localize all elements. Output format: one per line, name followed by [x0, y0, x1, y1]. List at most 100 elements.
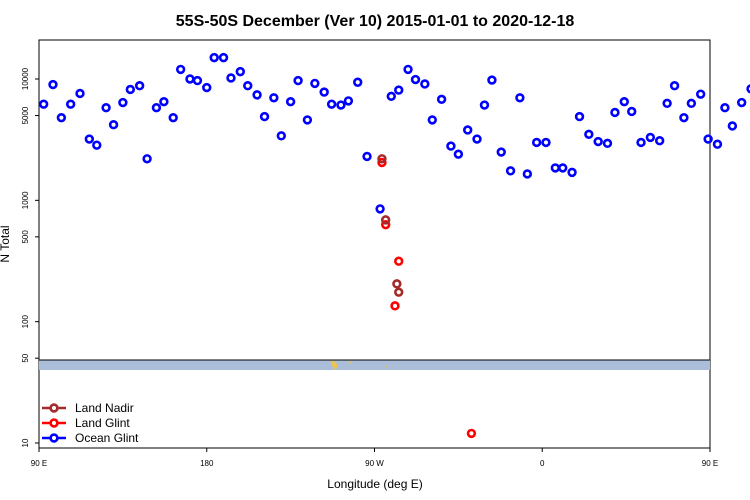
ocean-glint-point — [505, 166, 516, 176]
map-strip-land — [330, 360, 388, 370]
ocean-glint-point — [574, 111, 585, 122]
ocean-glint-point — [712, 139, 723, 149]
y-tick: 500 — [21, 230, 39, 244]
ocean-glint-point — [679, 112, 689, 123]
y-axis-label: N Total — [0, 225, 12, 262]
ocean-glint-point — [125, 84, 136, 95]
ocean-glint-point — [386, 91, 396, 102]
ocean-glint-point — [202, 82, 212, 93]
ocean-glint-point — [235, 66, 246, 77]
ocean-glint-point — [285, 96, 296, 107]
ocean-glint-point — [403, 64, 413, 75]
x-tick-label: 90 W — [365, 459, 384, 468]
ocean-glint-point — [353, 77, 363, 87]
x-tick: 90 E — [702, 448, 718, 468]
ocean-glint-point — [326, 99, 337, 109]
ocean-glint-point — [619, 96, 629, 107]
y-tick: 50 — [21, 353, 39, 363]
y-tick: 100 — [21, 314, 39, 328]
data-points — [38, 52, 750, 439]
ocean-glint-point — [48, 79, 58, 90]
ocean-glint-point — [487, 75, 497, 85]
ocean-glint-point — [522, 169, 533, 179]
ocean-glint-point — [567, 167, 577, 178]
ocean-glint-point — [654, 136, 665, 146]
ocean-glint-point — [627, 106, 637, 117]
ocean-glint-point — [134, 81, 145, 91]
y-tick-label: 5000 — [21, 106, 30, 124]
ocean-glint-point — [558, 163, 568, 173]
x-axis-label: Longitude (deg E) — [327, 477, 422, 491]
land-glint-point — [377, 157, 387, 168]
ocean-glint-point — [720, 103, 730, 113]
ocean-glint-point — [151, 103, 162, 113]
x-tick: 90 E — [31, 448, 47, 468]
x-tick: 90 W — [365, 448, 384, 468]
ocean-glint-point — [108, 120, 119, 130]
ocean-glint-point — [531, 137, 542, 148]
ocean-glint-point — [436, 94, 447, 105]
ocean-glint-point — [75, 88, 85, 99]
x-tick-label: 0 — [540, 459, 545, 468]
ocean-glint-point — [662, 98, 672, 109]
ocean-glint-point — [550, 163, 560, 173]
ocean-glint-point — [168, 112, 178, 123]
ocean-glint-point — [302, 115, 313, 125]
y-tick-label: 50 — [21, 353, 30, 362]
ocean-glint-point — [375, 204, 385, 214]
ocean-glint-point — [427, 115, 437, 125]
ocean-glint-point — [209, 52, 219, 63]
ocean-glint-point — [243, 81, 253, 91]
land-glint-point — [466, 428, 477, 439]
ocean-glint-point — [645, 132, 656, 143]
ocean-glint-point — [269, 93, 279, 103]
legend-item-land-nadir: Land Nadir — [42, 401, 134, 415]
ocean-glint-point — [319, 87, 329, 97]
plot-border — [38, 39, 711, 449]
ocean-glint-point — [394, 85, 404, 95]
legend-item-land-glint: Land Glint — [42, 416, 130, 430]
ocean-glint-point — [92, 140, 102, 150]
ocean-glint-point — [343, 96, 354, 106]
ocean-glint-point — [703, 134, 713, 144]
ocean-glint-point — [746, 84, 750, 94]
y-tick: 10 — [21, 438, 39, 447]
y-tick: 10000 — [21, 67, 39, 90]
ocean-glint-point — [602, 138, 613, 149]
x-tick-label: 90 E — [702, 459, 718, 468]
y-tick-label: 10 — [21, 438, 30, 447]
ocean-glint-point — [293, 75, 303, 86]
ocean-glint-point — [584, 129, 594, 140]
ocean-glint-point — [695, 89, 706, 99]
ocean-glint-point — [65, 99, 76, 109]
ocean-glint-point — [159, 96, 169, 107]
series-ocean-glint — [38, 52, 750, 214]
legend-label: Ocean Glint — [75, 431, 139, 445]
ocean-glint-point — [101, 103, 111, 113]
ocean-glint-point — [686, 98, 697, 109]
ocean-glint-point — [84, 134, 95, 144]
x-tick: 0 — [540, 448, 545, 468]
ocean-glint-point — [727, 121, 738, 131]
land-nadir-point — [392, 279, 402, 289]
y-tick-label: 500 — [21, 230, 30, 244]
legend-marker — [49, 433, 59, 443]
land-glint-point — [394, 256, 404, 266]
legend-label: Land Nadir — [75, 401, 134, 415]
series-land-nadir — [377, 154, 404, 297]
ocean-glint-point — [462, 125, 473, 135]
ocean-glint-point — [669, 81, 680, 91]
series-land-glint — [377, 157, 477, 439]
ocean-glint-point — [610, 107, 620, 118]
ocean-glint-point — [56, 112, 67, 123]
ocean-glint-point — [593, 136, 603, 147]
ocean-glint-point — [420, 79, 430, 89]
ocean-glint-point — [479, 100, 490, 110]
ocean-glint-point — [636, 137, 646, 148]
land-nadir-point — [394, 287, 404, 297]
y-tick-label: 100 — [21, 314, 30, 328]
ocean-glint-point — [446, 141, 456, 151]
ocean-glint-point — [515, 93, 525, 103]
ocean-glint-point — [310, 78, 320, 89]
